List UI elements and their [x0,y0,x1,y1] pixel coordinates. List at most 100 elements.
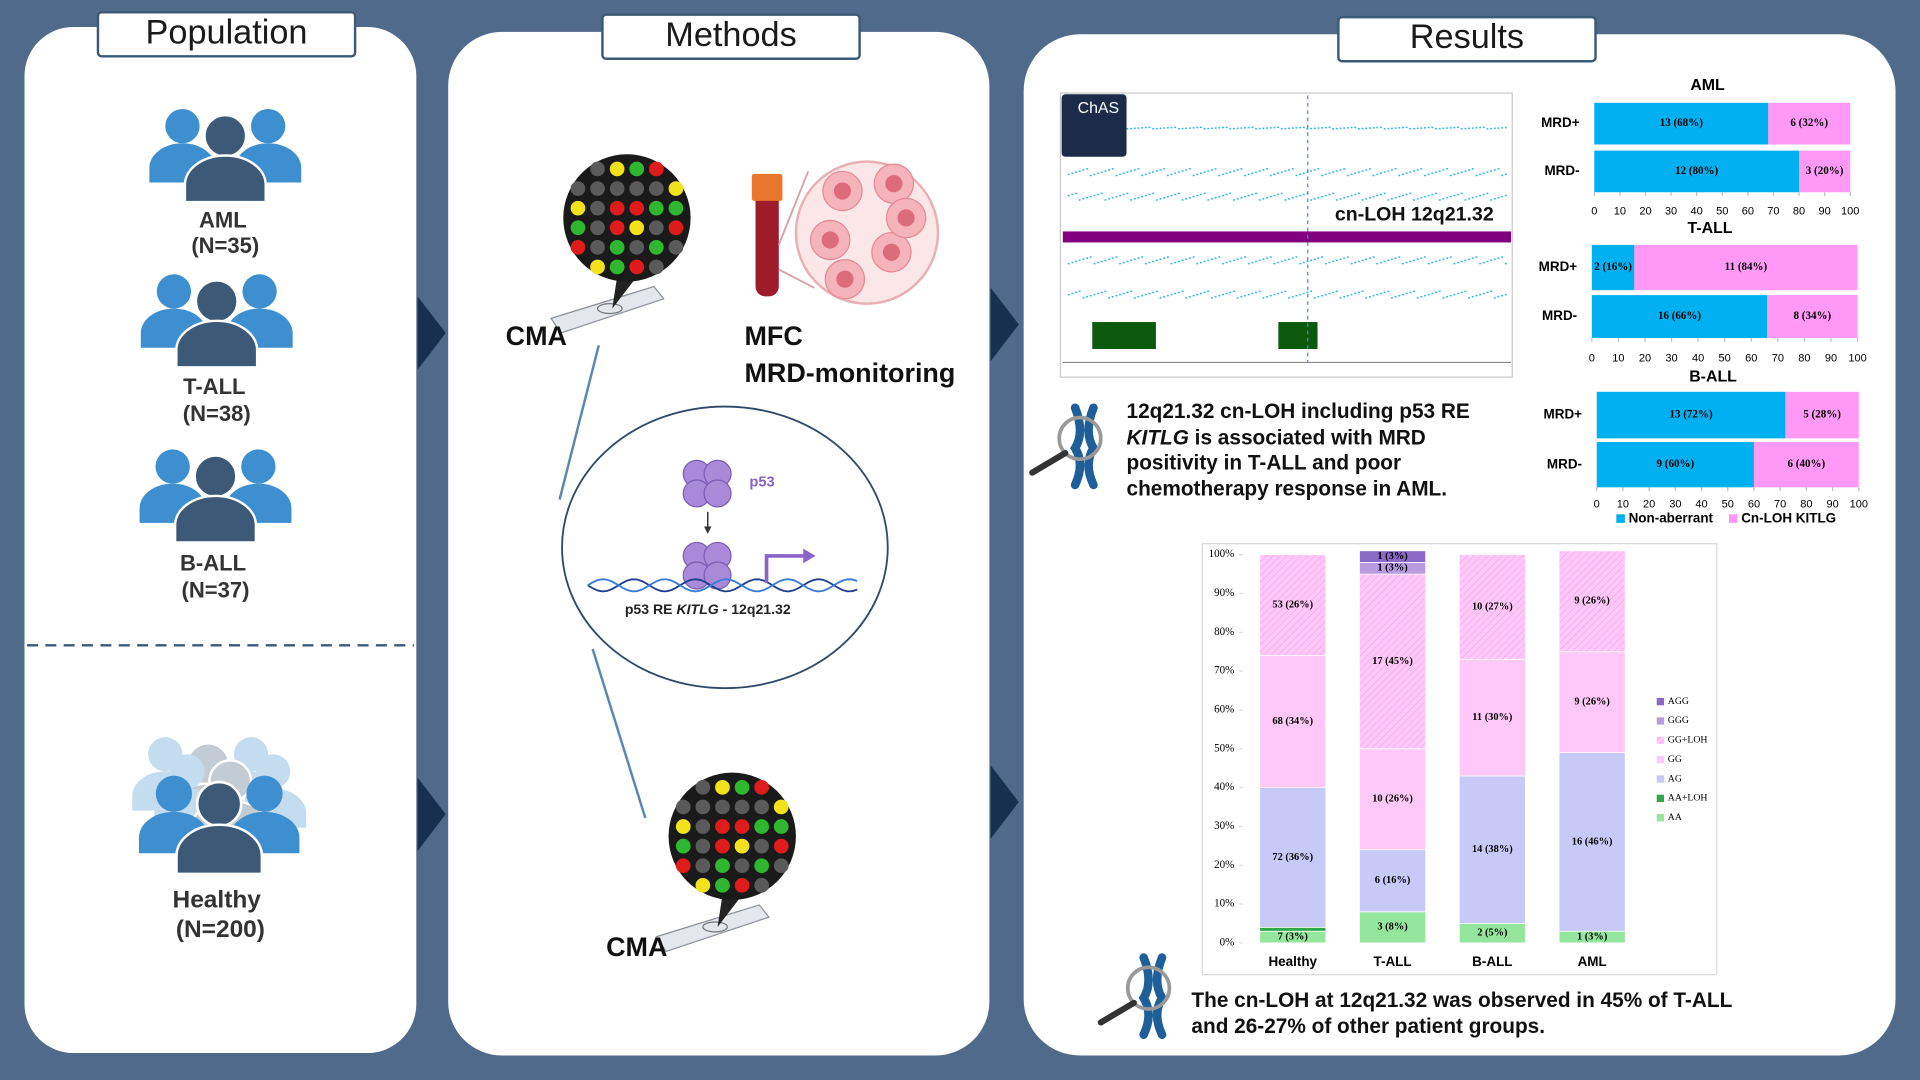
chip-dot [570,240,586,255]
probe-dot [1122,292,1125,295]
probe-dot [1497,168,1500,170]
probe-dot [1211,169,1213,171]
probe-dot [1159,258,1162,260]
x-tick-label: 80 [1798,353,1810,365]
probe-dot [1233,170,1235,172]
probe-dot [1119,194,1122,197]
chip [563,154,691,282]
bar-segment [1596,391,1786,439]
probe-dot [1299,126,1302,129]
probe-dot [1383,260,1386,263]
probe-dot [1277,172,1279,174]
probe-dot [1170,262,1173,265]
probe-dot [1240,197,1243,199]
probe-dot [1471,197,1474,199]
probe-dot [1479,173,1482,176]
probe-dot [1442,127,1445,130]
probe-dot [1398,174,1401,177]
probe-dot [1402,126,1404,129]
probe-dot [1255,128,1257,130]
probe-dot [1196,262,1199,265]
probe-dot [1383,192,1386,195]
probe-dot [1405,172,1408,174]
probe-dot [1211,198,1213,200]
probe-dot [1266,168,1268,170]
probe-dot [1295,294,1298,297]
probe-dot [1368,168,1371,170]
legend-label: GGG [1668,715,1689,726]
probe-dot [1104,199,1107,201]
probe-dot [1273,126,1276,129]
category-label: MRD- [1547,456,1582,471]
probe-dot [1244,127,1246,129]
probe-dot [1438,259,1441,262]
probe-dot [1424,174,1426,177]
bar-segment [1359,550,1426,563]
title-box [601,13,861,60]
legend-swatch [1656,697,1665,706]
probe-dot [1335,290,1338,293]
probe-dot [1420,197,1423,199]
probe-dot [1093,293,1096,296]
probe-dot [1376,262,1379,265]
legend-swatch [1656,736,1665,744]
probe-dot [1431,126,1434,129]
value-label: 2 (5%) [1477,928,1507,939]
probe-dot [1313,198,1316,200]
probe-dot [1144,293,1147,296]
probe-dot [1302,261,1305,264]
x-tick-label: 90 [1826,498,1838,510]
probe-dot [1071,261,1074,264]
probe-dot [1273,262,1276,265]
zoom-line [778,268,815,289]
legend-label: AGG [1668,696,1689,707]
probe-dot [1104,259,1107,262]
probe-dot [1302,172,1305,174]
probe-dot [1313,297,1316,299]
probe-dot [1269,127,1272,129]
y-tick-label: 70% [1214,665,1234,677]
probe-dot [1402,173,1404,176]
nucleus [833,182,852,200]
probe-dot [1380,126,1382,129]
probe-dot [1457,126,1459,129]
probe-dot [1155,199,1158,201]
bar-segment [1594,150,1800,193]
software-name: ChAS [1078,100,1120,117]
chip-dot [734,877,750,893]
probe-dot [1438,199,1441,201]
chip-dot [648,181,664,196]
probe-dot [1504,293,1507,296]
category-label: MRD+ [1541,115,1580,130]
probe-dot [1317,257,1320,259]
category-label: MRD+ [1539,259,1578,274]
probe-dot [1086,168,1088,170]
probe-dot [1255,171,1257,173]
probe-dot [1416,198,1419,200]
probe-dot [1236,169,1239,171]
value-label: 1 (3%) [1377,551,1407,562]
probe-dot [1302,193,1305,196]
probe-dot [1299,194,1302,197]
probe-dot [1413,259,1415,262]
probe-dot [1086,257,1088,259]
probe-dot [1295,195,1298,198]
probe-dot [1504,173,1507,176]
pin [717,895,743,927]
probe-dot [1203,128,1206,130]
probe-dot [1100,192,1103,195]
probe-dot [1306,291,1309,294]
probe-dot [1328,261,1331,264]
chip-dot [570,220,586,236]
probe-dot [1431,292,1434,295]
probe-dot [1089,294,1092,297]
pin [612,276,637,309]
probe-dot [1420,257,1423,259]
probe-dot [1166,127,1169,129]
chas-logo [1061,94,1127,157]
probe-dot [1471,296,1474,298]
chip-dot [715,819,730,834]
probe-dot [1490,259,1493,262]
probe-dot [1402,262,1404,265]
chip-dot [754,838,769,854]
